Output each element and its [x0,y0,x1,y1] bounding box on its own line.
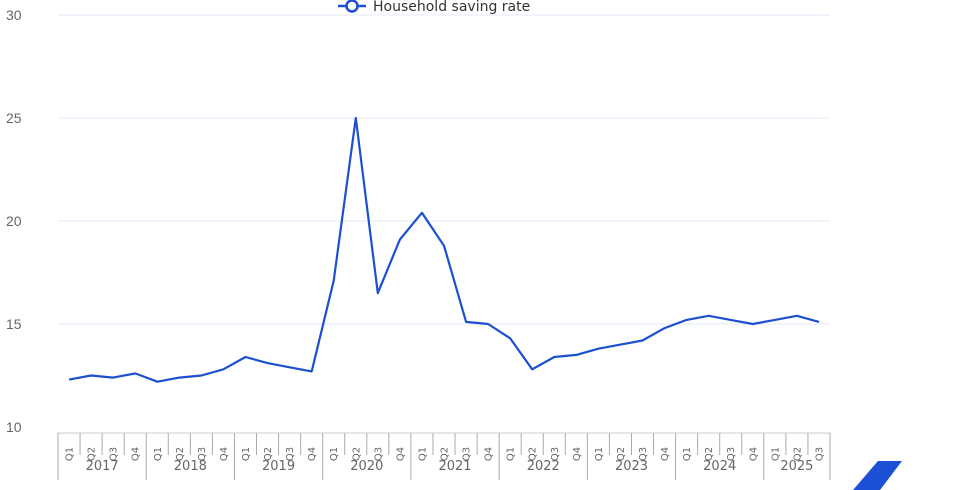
y-tick-label: 25 [6,110,22,126]
quarter-tick-label: Q2 [263,447,274,461]
quarter-tick-label: Q4 [748,447,759,461]
year-tick-label: 2024 [703,459,736,474]
year-tick-label: 2022 [527,459,560,474]
quarter-tick-label: Q3 [814,447,825,461]
y-tick-label: 30 [6,7,22,23]
quarter-tick-label: Q1 [241,447,252,461]
quarter-tick-label: Q4 [484,447,495,461]
y-tick-label: 15 [6,316,22,332]
quarter-tick-label: Q3 [638,447,649,461]
legend-marker-icon [345,0,359,13]
quarter-tick-label: Q1 [770,447,781,461]
quarter-tick-label: Q4 [660,447,671,461]
data-series [68,116,820,383]
year-tick-label: 2018 [174,459,207,474]
quarter-tick-label: Q4 [219,447,230,461]
quarter-tick-label: Q3 [373,447,384,461]
quarter-tick-label: Q2 [792,447,803,461]
legend-label: Household saving rate [373,0,530,15]
quarter-tick-label: Q3 [109,447,120,461]
year-tick-label: 2025 [780,459,813,474]
y-axis: 10 15 20 25 30 [6,7,22,435]
quarter-tick-label: Q2 [616,447,627,461]
x-axis: Q1 Q2 Q3 Q4 Q1 Q2 Q3 Q4 Q1 Q2 Q3 Q4 Q1 Q2 Q3 Q4 Q1 Q2 Q3 Q4… [57,432,831,480]
year-tick-label: 2020 [350,459,383,474]
brand-logo-icon [853,461,902,490]
quarter-tick-label: Q1 [594,447,605,461]
legend[interactable]: Household saving rate [338,0,530,15]
quarter-tick-label: Q1 [682,447,693,461]
year-tick-label: 2019 [262,459,295,474]
quarter-tick-label: Q1 [65,447,76,461]
quarter-tick-label: Q2 [704,447,715,461]
quarter-tick-label: Q2 [440,447,451,461]
quarter-tick-label: Q2 [87,447,98,461]
gridlines [58,14,830,325]
quarter-tick-label: Q1 [417,447,428,461]
quarter-tick-label: Q1 [329,447,340,461]
quarter-tick-label: Q4 [131,447,142,461]
year-tick-label: 2023 [615,459,648,474]
quarter-tick-label: Q4 [307,447,318,461]
quarter-tick-label: Q3 [726,447,737,461]
quarter-tick-label: Q2 [351,447,362,461]
quarter-tick-label: Q3 [197,447,208,461]
quarter-tick-label: Q2 [528,447,539,461]
quarter-tick-label: Q3 [285,447,296,461]
quarter-tick-label: Q3 [550,447,561,461]
quarter-tick-label: Q4 [395,447,406,461]
quarter-tick-label: Q2 [175,447,186,461]
series-line[interactable] [68,116,820,383]
y-tick-label: 20 [6,213,22,229]
year-tick-label: 2021 [438,459,471,474]
quarter-tick-label: Q3 [462,447,473,461]
quarter-tick-label: Q4 [572,447,583,461]
quarter-tick-label: Q1 [153,447,164,461]
y-tick-label: 10 [6,419,22,435]
year-tick-label: 2017 [86,459,119,474]
quarter-tick-label: Q1 [506,447,517,461]
